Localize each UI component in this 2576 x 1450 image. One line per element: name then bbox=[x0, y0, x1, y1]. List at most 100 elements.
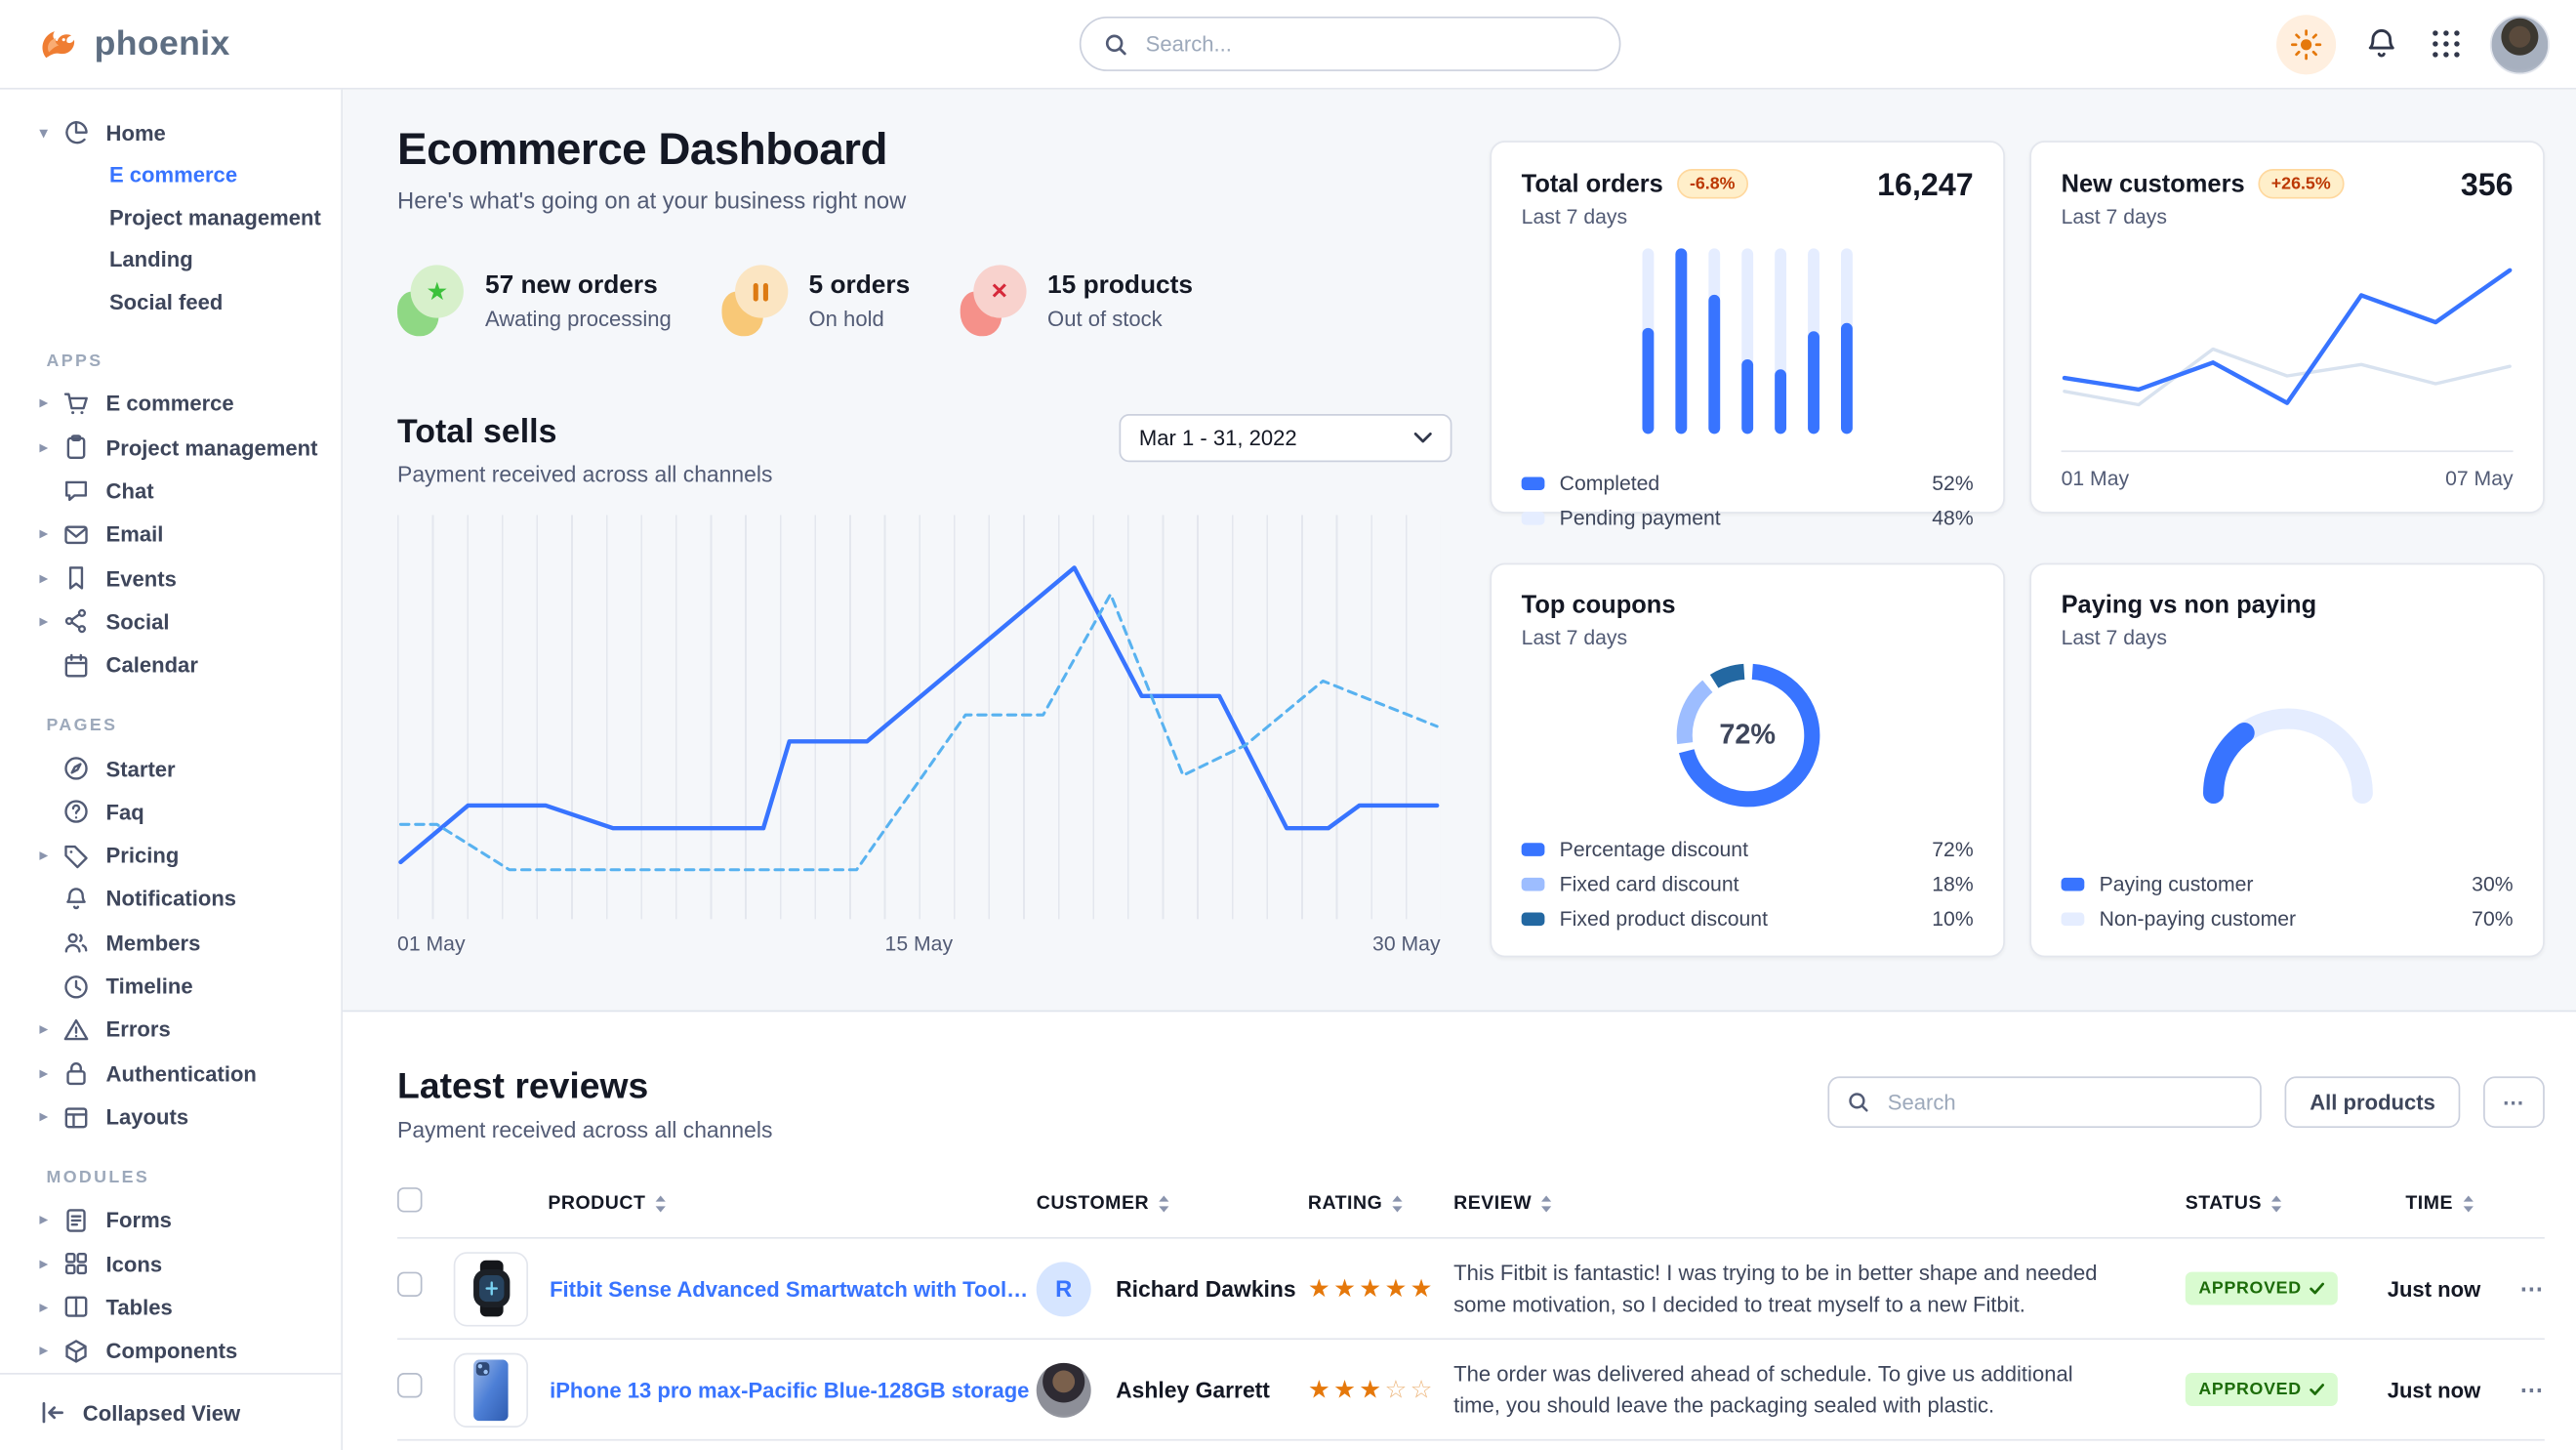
table-row: iPhone 13 pro max-Pacific Blue-128GB sto… bbox=[397, 1340, 2545, 1441]
sidebar-item-components[interactable]: ▸ Components bbox=[39, 1338, 238, 1364]
row-checkbox[interactable] bbox=[397, 1373, 423, 1398]
sidebar-item-layouts[interactable]: ▸ Layouts bbox=[39, 1103, 189, 1130]
chevron-down-icon bbox=[1413, 433, 1432, 444]
sidebar-item-project-management-home[interactable]: Project management bbox=[108, 205, 321, 230]
column-header-review[interactable]: REVIEW bbox=[1453, 1194, 2186, 1214]
collapse-sidebar-button[interactable]: Collapsed View bbox=[0, 1373, 342, 1450]
reviews-search-input[interactable] bbox=[1884, 1088, 2242, 1117]
sidebar-item-members[interactable]: Members bbox=[0, 921, 341, 965]
reviews-more-button[interactable]: ⋯ bbox=[2483, 1076, 2545, 1129]
sidebar-item-social-feed[interactable]: Social feed bbox=[108, 288, 224, 314]
warning-triangle-icon bbox=[62, 1016, 89, 1043]
sidebar-item-email[interactable]: ▸ Email bbox=[39, 521, 164, 548]
sidebar-item-timeline[interactable]: Timeline bbox=[0, 965, 341, 1009]
column-header-product[interactable]: PRODUCT bbox=[454, 1194, 1037, 1214]
notifications-button[interactable] bbox=[2361, 22, 2402, 65]
topbar-actions bbox=[2276, 14, 2550, 74]
table-row: Fitbit Sense Advanced Smartwatch with To… bbox=[397, 1239, 2545, 1341]
bell-icon bbox=[2364, 25, 2399, 62]
date-range-select[interactable]: Mar 1 - 31, 2022 bbox=[1119, 414, 1452, 463]
chevron-right-icon: ▸ bbox=[39, 1020, 48, 1038]
grid-dots-icon bbox=[2431, 28, 2462, 60]
product-link[interactable]: Fitbit Sense Advanced Smartwatch with To… bbox=[550, 1275, 1037, 1302]
user-avatar[interactable] bbox=[2489, 14, 2550, 74]
product-image-smartwatch bbox=[453, 1251, 529, 1326]
all-products-button[interactable]: All products bbox=[2284, 1076, 2461, 1129]
sidebar-item-pricing[interactable]: ▸ Pricing bbox=[39, 843, 180, 868]
row-checkbox[interactable] bbox=[397, 1271, 423, 1298]
search-icon bbox=[1848, 1092, 1869, 1113]
quick-stats: ★ 57 new orders Awating processing 5 ord… bbox=[397, 265, 1452, 337]
brand-logo[interactable]: phoenix bbox=[36, 21, 229, 66]
sort-icon bbox=[654, 1194, 668, 1214]
status-badge: APPROVED bbox=[2185, 1373, 2339, 1406]
chevron-right-icon: ▸ bbox=[39, 437, 48, 455]
sidebar-item-home[interactable]: ▾ Home bbox=[0, 111, 341, 155]
sidebar-item-faq[interactable]: Faq bbox=[0, 790, 341, 834]
on-hold-pause-icon bbox=[720, 265, 788, 337]
sidebar-item-forms[interactable]: ▸ Forms bbox=[39, 1207, 172, 1233]
theme-toggle-button[interactable] bbox=[2276, 14, 2337, 74]
top-coupons-donut-chart: 72% bbox=[1522, 656, 1974, 813]
users-icon bbox=[62, 930, 89, 956]
sidebar-item-ecommerce-home[interactable]: E commerce bbox=[108, 163, 238, 188]
sun-icon bbox=[2290, 27, 2323, 61]
legend-paying-customer: Paying customer 30% bbox=[2061, 873, 2514, 896]
bell-icon bbox=[62, 886, 89, 912]
rating-stars: ★★★☆☆ bbox=[1307, 1376, 1436, 1405]
box-icon bbox=[62, 1338, 89, 1364]
review-time: Just now bbox=[2387, 1275, 2481, 1302]
column-header-status[interactable]: STATUS bbox=[2186, 1194, 2388, 1214]
sidebar-item-icons[interactable]: ▸ Icons bbox=[39, 1251, 163, 1277]
total-sells-subtitle: Payment received across all channels bbox=[397, 462, 773, 487]
sidebar-item-errors[interactable]: ▸ Errors bbox=[39, 1016, 171, 1043]
sort-icon bbox=[1540, 1194, 1554, 1214]
sort-icon bbox=[1158, 1194, 1171, 1214]
mail-icon bbox=[62, 521, 89, 548]
total-sells-chart bbox=[397, 515, 1441, 920]
sidebar-item-events[interactable]: ▸ Events bbox=[39, 565, 177, 591]
clock-icon bbox=[62, 974, 89, 1000]
chevron-right-icon: ▸ bbox=[39, 1342, 48, 1359]
chevron-right-icon: ▸ bbox=[39, 568, 48, 586]
column-header-customer[interactable]: CUSTOMER bbox=[1037, 1194, 1308, 1214]
brand-name: phoenix bbox=[94, 23, 230, 62]
sidebar-item-label: Home bbox=[105, 120, 166, 145]
file-text-icon bbox=[62, 1207, 89, 1233]
new-customers-trend-badge: +26.5% bbox=[2258, 168, 2345, 199]
layout-icon bbox=[62, 1103, 89, 1130]
chevron-right-icon: ▸ bbox=[39, 846, 48, 863]
sidebar-item-notifications[interactable]: Notifications bbox=[0, 878, 341, 922]
product-link[interactable]: iPhone 13 pro max-Pacific Blue-128GB sto… bbox=[550, 1377, 1030, 1402]
new-customers-card: New customers +26.5% Last 7 days 356 01 … bbox=[2029, 141, 2545, 514]
sidebar-item-authentication[interactable]: ▸ Authentication bbox=[39, 1060, 257, 1087]
sidebar-item-project-management-app[interactable]: ▸ Project management bbox=[39, 435, 318, 461]
cart-icon bbox=[62, 391, 89, 417]
sidebar-item-landing[interactable]: Landing bbox=[108, 247, 193, 272]
sidebar-item-tables[interactable]: ▸ Tables bbox=[39, 1295, 173, 1320]
total-orders-bar-chart bbox=[1522, 228, 1974, 460]
global-search-input[interactable] bbox=[1142, 29, 1596, 59]
column-header-time[interactable]: TIME bbox=[2388, 1194, 2500, 1214]
sidebar-item-calendar[interactable]: Calendar bbox=[0, 643, 341, 687]
latest-reviews-subtitle: Payment received across all channels bbox=[397, 1117, 773, 1143]
row-actions-button[interactable]: ⋯ bbox=[2519, 1274, 2545, 1302]
sidebar-item-chat[interactable]: Chat bbox=[0, 470, 341, 514]
sidebar-item-social[interactable]: ▸ Social bbox=[39, 608, 170, 635]
reviews-search bbox=[1827, 1076, 2263, 1129]
chevron-right-icon: ▸ bbox=[39, 1064, 48, 1082]
legend-pending-payment: Pending payment 48% bbox=[1521, 507, 1974, 530]
column-header-rating[interactable]: RATING bbox=[1308, 1194, 1453, 1214]
apps-menu-button[interactable] bbox=[2427, 24, 2465, 62]
sidebar-item-ecommerce-app[interactable]: ▸ E commerce bbox=[39, 391, 234, 417]
table-row bbox=[397, 1441, 2545, 1450]
row-actions-button[interactable]: ⋯ bbox=[2519, 1375, 2545, 1402]
clipboard-icon bbox=[62, 435, 89, 461]
latest-reviews-title: Latest reviews bbox=[397, 1064, 649, 1106]
check-icon bbox=[2310, 1282, 2325, 1295]
sidebar-section-pages: PAGES bbox=[46, 715, 118, 735]
select-all-checkbox[interactable] bbox=[397, 1187, 423, 1213]
sidebar-item-starter[interactable]: Starter bbox=[0, 747, 341, 791]
paying-vs-non-paying-card: Paying vs non paying Last 7 days Paying … bbox=[2029, 562, 2545, 958]
